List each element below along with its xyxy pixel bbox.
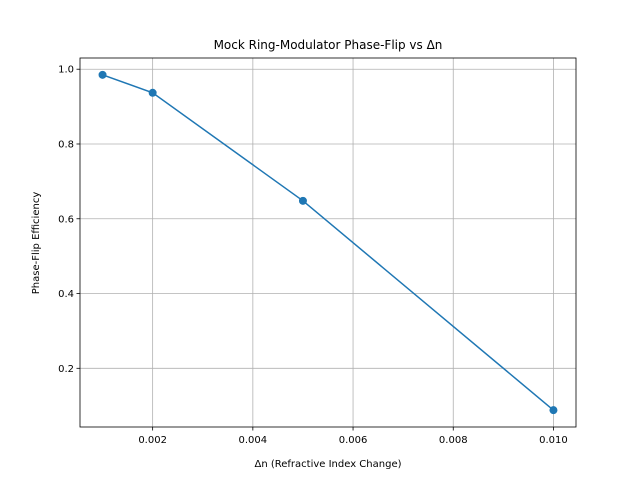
grid <box>80 58 576 427</box>
x-tick-label: 0.008 <box>439 435 468 446</box>
data-point <box>148 88 157 97</box>
series-line <box>102 74 554 411</box>
x-tick-label: 0.002 <box>138 435 167 446</box>
y-axis-label: Phase-Flip Efficiency <box>31 192 42 295</box>
data-point <box>98 70 107 79</box>
x-axis-ticks: 0.002 0.004 0.006 0.008 0.010 <box>138 427 568 446</box>
x-tick-label: 0.010 <box>539 435 568 446</box>
x-tick-label: 0.004 <box>239 435 268 446</box>
series-layer <box>98 70 558 415</box>
y-tick-label: 1.0 <box>58 65 74 76</box>
x-axis-label: Δn (Refractive Index Change) <box>254 459 401 470</box>
y-tick-label: 0.8 <box>58 139 74 150</box>
chart-title: Mock Ring-Modulator Phase-Flip vs Δn <box>214 38 443 52</box>
y-tick-label: 0.4 <box>58 289 74 300</box>
data-point <box>298 196 307 205</box>
x-tick-label: 0.006 <box>339 435 368 446</box>
plot-frame <box>79 57 577 428</box>
y-tick-label: 0.2 <box>58 364 74 375</box>
y-axis-ticks: 0.2 0.4 0.6 0.8 1.0 <box>58 65 80 375</box>
data-point <box>549 406 558 415</box>
y-tick-label: 0.6 <box>58 214 74 225</box>
